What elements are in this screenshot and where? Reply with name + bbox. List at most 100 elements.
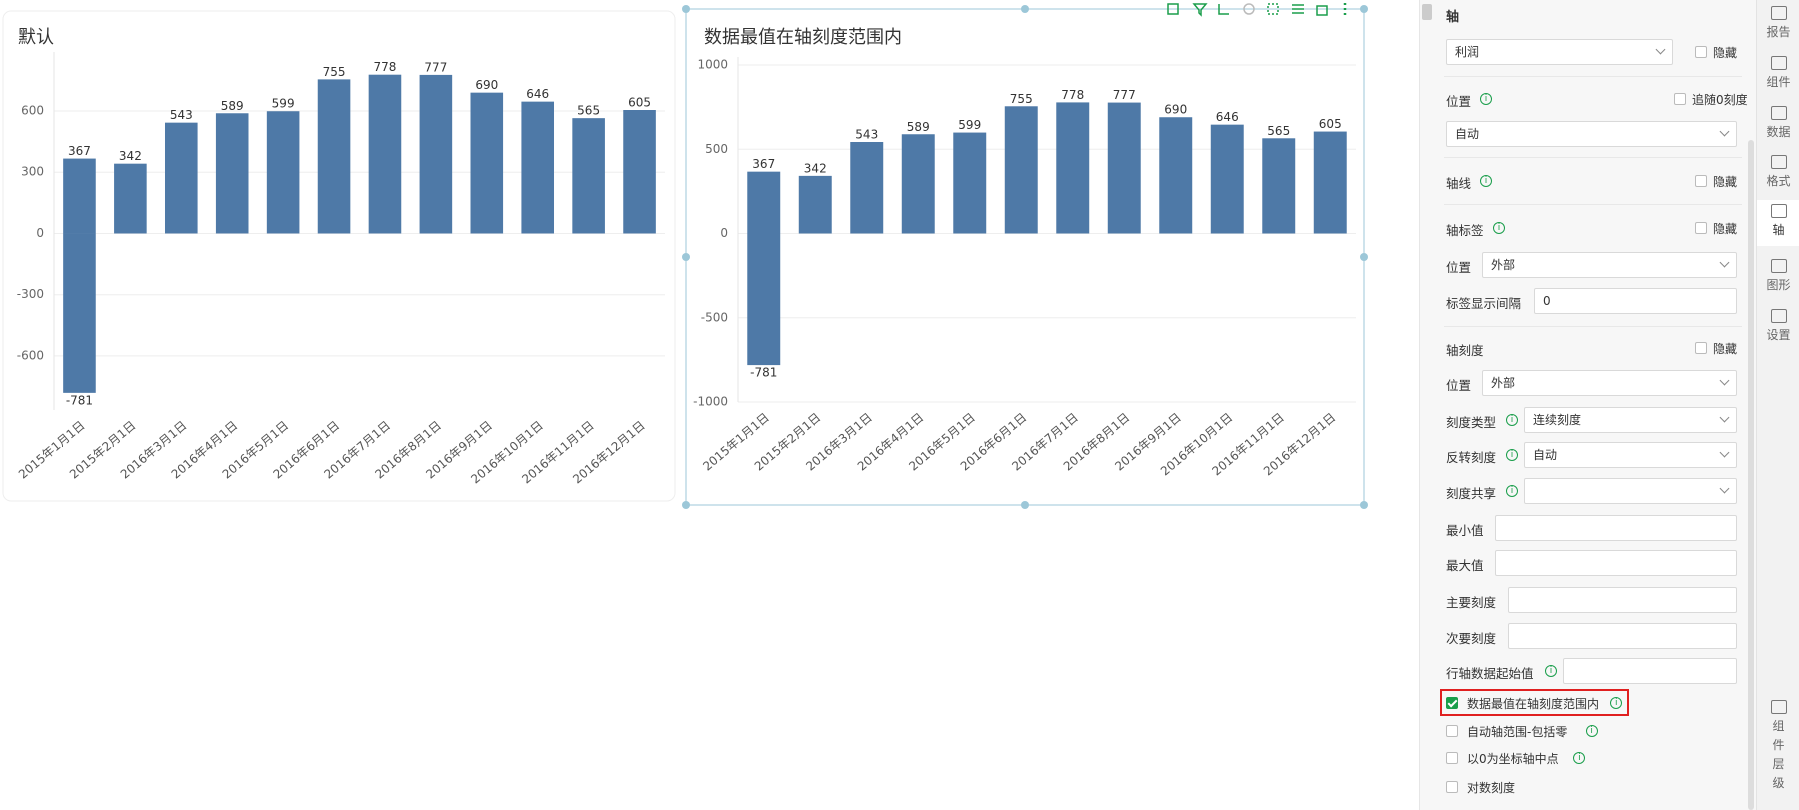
data-label: 777 <box>424 60 447 74</box>
sidebar-icon <box>1770 6 1787 20</box>
info-icon[interactable]: i <box>1480 93 1492 105</box>
sidebar-item[interactable]: 图形 <box>1757 255 1799 301</box>
y-tick-label: 1000 <box>697 58 728 72</box>
text-input[interactable] <box>1508 587 1737 613</box>
dropdown[interactable]: 利润 <box>1446 39 1673 65</box>
checkbox[interactable] <box>1446 725 1458 737</box>
sidebar-item[interactable]: 设置 <box>1757 305 1799 351</box>
sidebar-label: 轴 <box>1772 223 1785 237</box>
dropdown[interactable]: 外部 <box>1482 252 1737 278</box>
dropdown[interactable] <box>1524 478 1737 504</box>
text-input[interactable] <box>1508 623 1737 649</box>
info-icon[interactable]: i <box>1506 485 1518 497</box>
bar <box>1262 138 1296 234</box>
bar <box>470 92 504 234</box>
bar <box>572 118 605 234</box>
sidebar-item[interactable]: 格式 <box>1757 151 1799 197</box>
sidebar-item[interactable]: 报告 <box>1757 2 1799 48</box>
info-icon[interactable]: i <box>1506 449 1518 461</box>
checkbox[interactable] <box>1695 46 1707 58</box>
checkbox[interactable] <box>1446 752 1458 764</box>
field-label: 位置 <box>1446 378 1472 393</box>
field-label: 刻度共享 <box>1446 486 1497 501</box>
data-label: -781 <box>750 366 777 380</box>
data-label: 589 <box>907 120 930 134</box>
bar <box>164 122 198 234</box>
scrollbar <box>1748 140 1754 810</box>
charts-area: 默认-600-30003006002015年1月1日2015年2月1日2016年… <box>2 3 1368 509</box>
text-input[interactable]: 0 <box>1534 288 1737 314</box>
separator <box>1444 204 1742 205</box>
bar <box>368 74 402 234</box>
sidebar-item[interactable]: 数据 <box>1757 102 1799 148</box>
text-input[interactable] <box>1495 515 1737 541</box>
field-label: 次要刻度 <box>1446 631 1497 646</box>
dropdown[interactable]: 自动 <box>1524 442 1737 468</box>
data-label: 599 <box>958 118 981 132</box>
info-icon[interactable]: i <box>1573 752 1586 764</box>
sidebar-item[interactable]: 轴 <box>1757 200 1799 246</box>
check-mark <box>1447 697 1458 708</box>
sidebar-label: 设置 <box>1766 328 1791 342</box>
collapse-arrow[interactable] <box>1422 4 1432 20</box>
dropdown[interactable]: 外部 <box>1482 370 1737 396</box>
info-icon[interactable]: i <box>1610 697 1623 709</box>
field-label: 标签显示间隔 <box>1446 296 1522 311</box>
info-icon[interactable]: i <box>1585 725 1598 737</box>
field-label: 主要刻度 <box>1446 595 1497 610</box>
text-input[interactable] <box>1495 550 1737 576</box>
checkbox-label: 隐藏 <box>1713 175 1738 189</box>
data-label: -781 <box>66 393 93 407</box>
checkbox[interactable] <box>1446 697 1458 709</box>
dropdown[interactable]: 连续刻度 <box>1524 407 1737 433</box>
field-label: 位置 <box>1446 260 1472 275</box>
bar <box>850 142 884 234</box>
sidebar-label: 格式 <box>1766 174 1791 188</box>
info-icon[interactable]: i <box>1493 222 1505 234</box>
checkbox[interactable] <box>1446 781 1458 793</box>
y-tick-label: 500 <box>705 142 728 156</box>
checkbox[interactable] <box>1695 342 1707 354</box>
bar <box>419 74 453 234</box>
info-icon[interactable]: i <box>1545 665 1557 677</box>
separator <box>1444 76 1742 77</box>
option-label: 对数刻度 <box>1467 781 1516 795</box>
sidebar-icon <box>1770 106 1787 120</box>
chart-title: 数据最值在轴刻度范围内 <box>704 27 902 48</box>
sidebar-label: 图形 <box>1766 278 1791 292</box>
sidebar-item[interactable]: 组件层级 <box>1757 700 1799 810</box>
bar <box>901 134 935 234</box>
chart-toolbar[interactable] <box>1167 3 1347 17</box>
checkbox[interactable] <box>1674 93 1686 105</box>
sidebar-label: 报告 <box>1766 25 1791 39</box>
chart-card-selected[interactable] <box>685 8 1365 506</box>
checkbox[interactable] <box>1695 175 1707 187</box>
highlight-box <box>1440 689 1629 716</box>
data-label: 589 <box>221 99 244 113</box>
dropdown[interactable]: 自动 <box>1446 121 1737 147</box>
field-label: 轴线 <box>1446 176 1472 191</box>
info-icon[interactable]: i <box>1506 414 1518 426</box>
data-label: 605 <box>1319 117 1342 131</box>
data-label: 777 <box>1113 88 1136 102</box>
data-label: 778 <box>1061 88 1084 102</box>
bar <box>1159 117 1193 234</box>
text-input[interactable] <box>1563 658 1737 684</box>
field-label: 最小值 <box>1446 523 1484 538</box>
sidebar-label: 组件 <box>1766 75 1791 89</box>
checkbox[interactable] <box>1695 222 1707 234</box>
option-label: 数据最值在轴刻度范围内 <box>1467 697 1600 711</box>
field-label: 轴刻度 <box>1446 343 1484 358</box>
sidebar-item[interactable]: 组件 <box>1757 52 1799 98</box>
bar <box>747 171 781 234</box>
option-label: 以0为坐标轴中点 <box>1467 752 1559 766</box>
option-label: 自动轴范围-包括零 <box>1467 725 1568 739</box>
y-tick-label: -300 <box>17 287 44 301</box>
y-tick-label: -1000 <box>693 395 728 409</box>
info-icon[interactable]: i <box>1480 175 1492 187</box>
data-label: 543 <box>170 108 193 122</box>
y-tick-label: 600 <box>21 104 44 118</box>
checkbox-label: 隐藏 <box>1713 222 1738 236</box>
data-label: 690 <box>1164 103 1187 117</box>
